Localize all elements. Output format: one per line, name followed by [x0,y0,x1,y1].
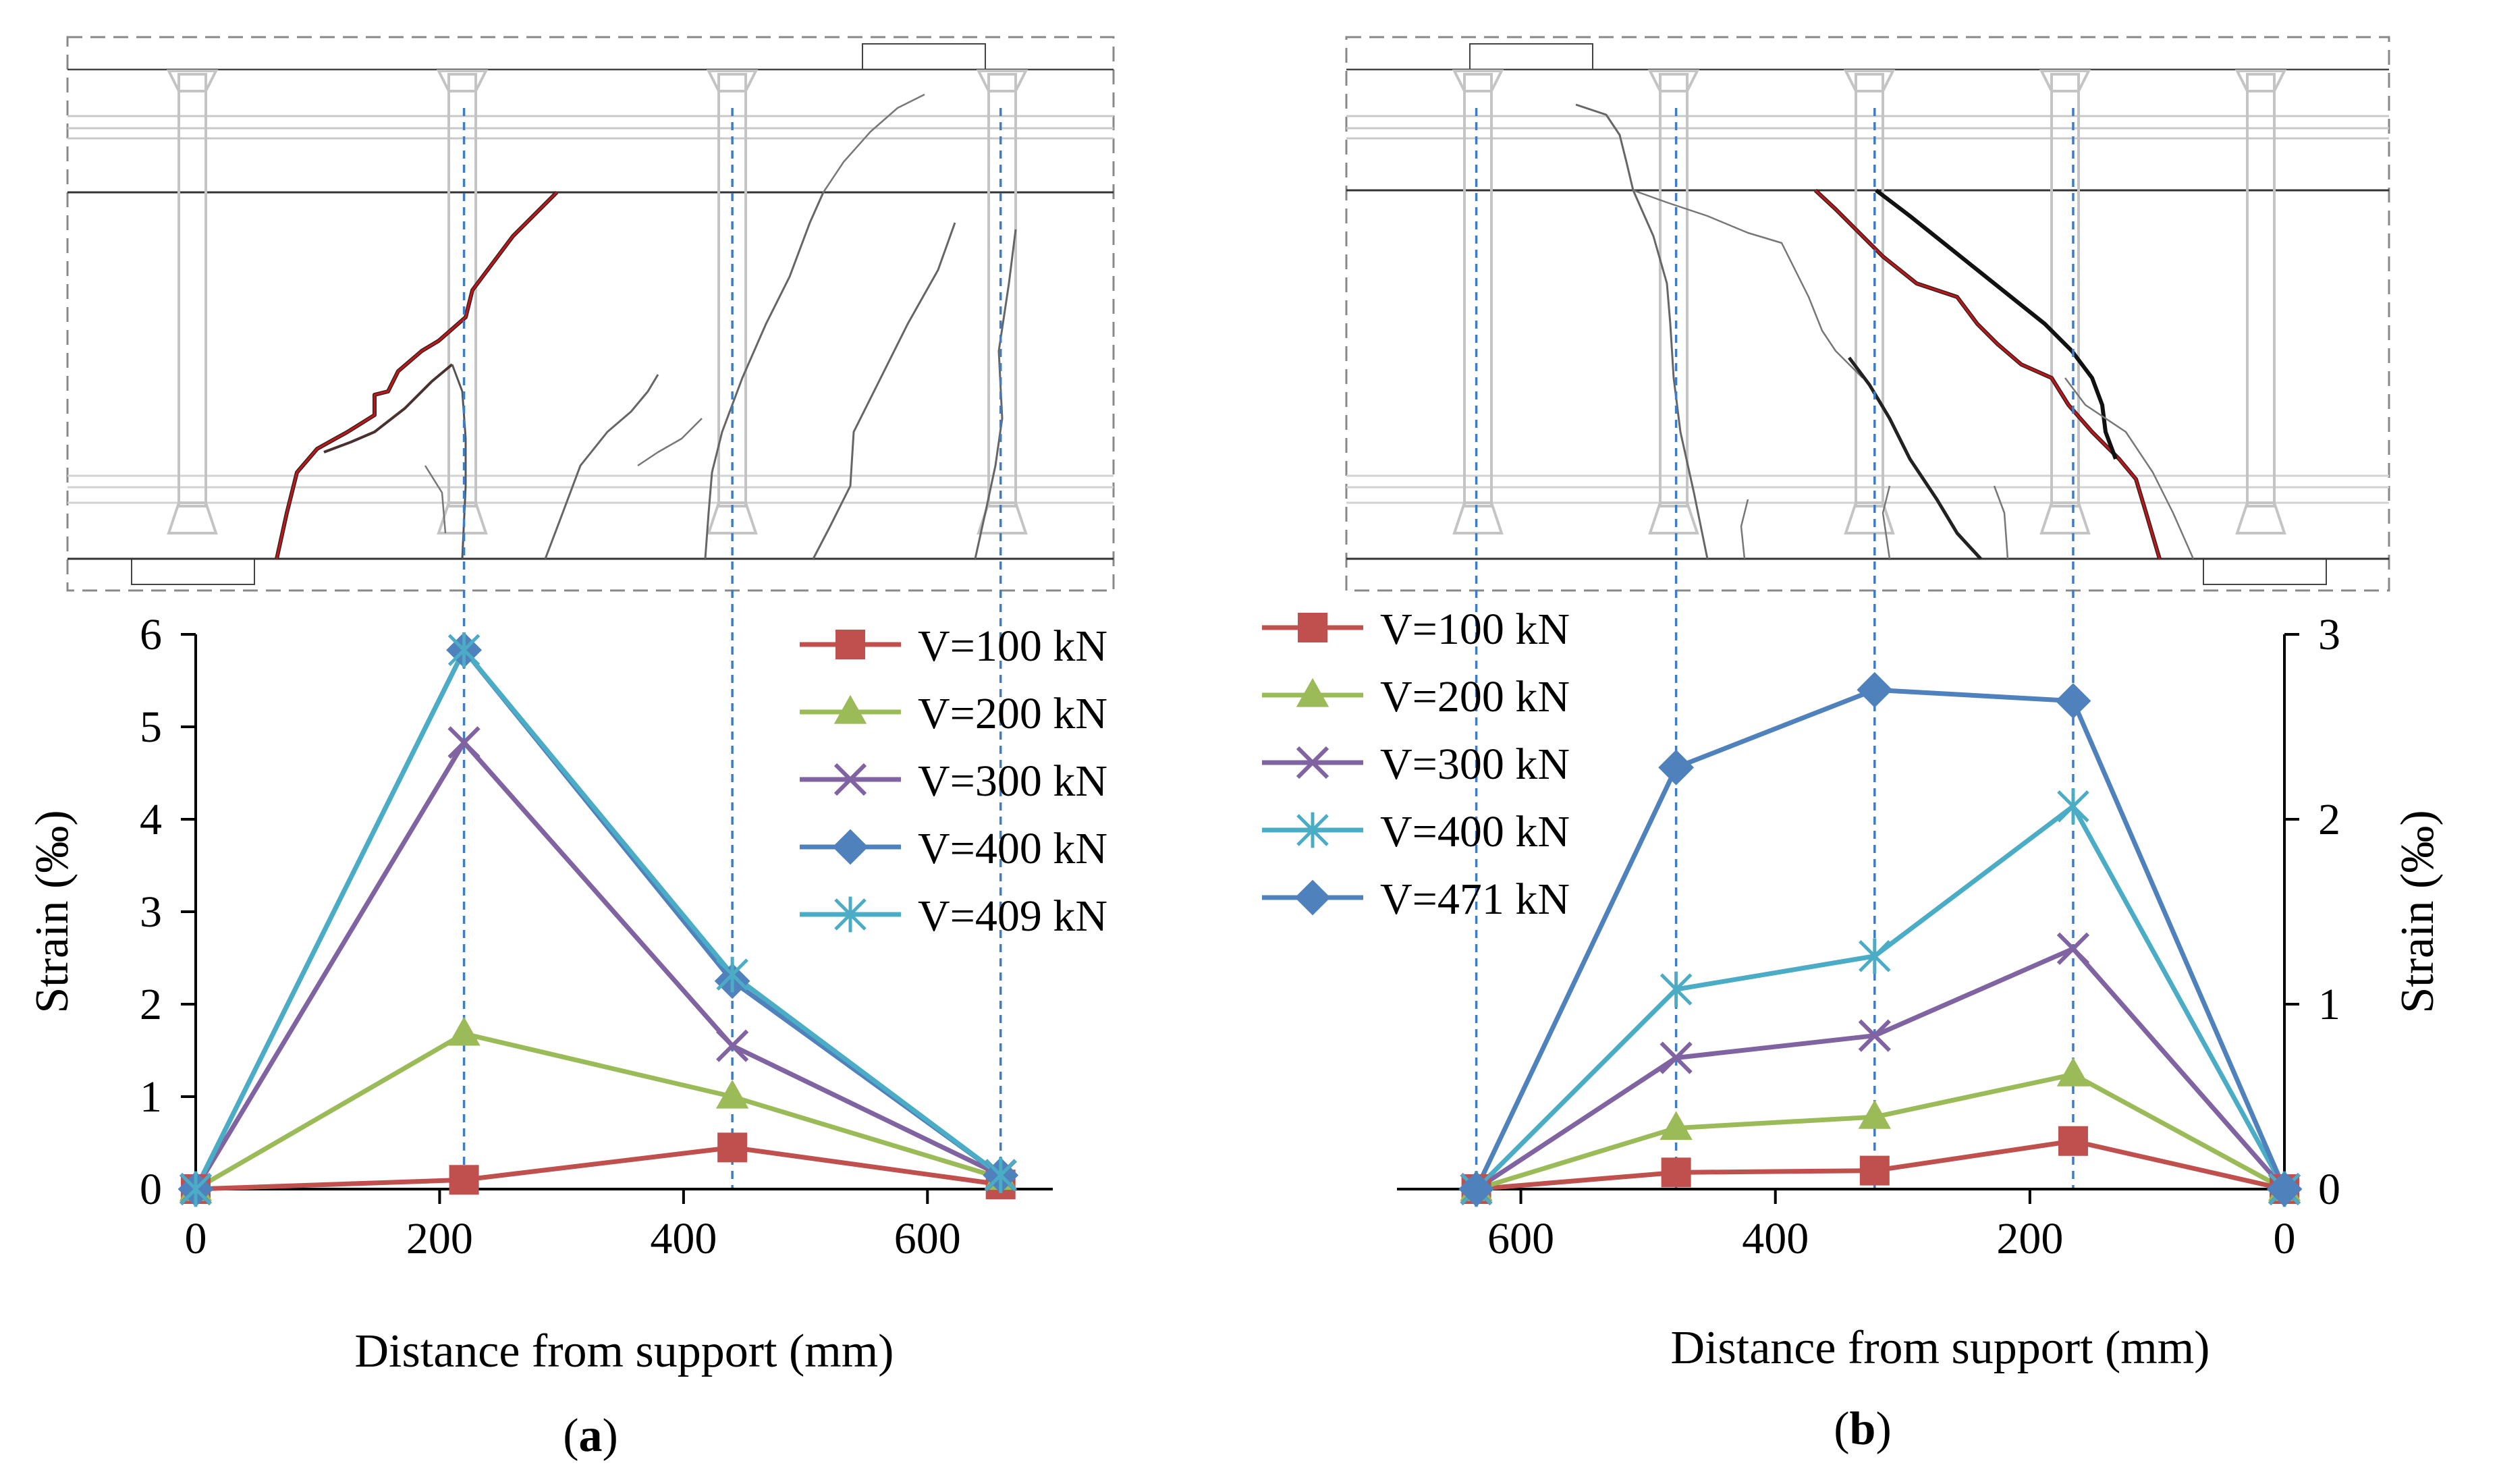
series-line [195,1145,1001,1192]
legend-marker [833,694,867,724]
x-tick-label: 0 [2274,1214,2296,1263]
data-point [715,1079,749,1109]
legend-b: V=100 kN V=200 kN V=300 kN V=400 kN V=471 kN [1262,605,1570,924]
x-axis-label-a: Distance from support (mm) [355,1325,894,1377]
data-point [447,1016,481,1046]
y-tick-label: 6 [140,610,162,659]
x-tick-label: 400 [650,1214,717,1263]
y-tick-label: 4 [140,795,162,844]
legend-label: V=400 kN [918,824,1107,873]
data-point [1659,1041,1693,1074]
ticks-a: 0 200 400 600 0 1 2 3 4 5 6 [140,610,961,1263]
y-axis-label-b: Strain (‰) [2392,810,2444,1013]
x-tick-label: 600 [894,1214,961,1263]
legend-marker [1296,812,1329,848]
x-tick-label: 400 [1742,1214,1809,1263]
beam-diagram-b [1345,36,2390,592]
data-point [2055,683,2091,719]
data-point [2056,1057,2090,1087]
legend-marker [1296,746,1329,779]
legend-label: V=409 kN [918,891,1107,941]
data-point [2266,1171,2303,1207]
data-point [1458,1171,1494,1207]
series-line [193,647,1002,1190]
beam-diagram-a [66,36,1115,592]
data-point [2056,932,2090,965]
panel-label-a: (a) [563,1410,618,1462]
legend-marker [1296,678,1329,707]
guide-lines-b [1475,108,2075,1189]
data-point [1661,1157,1691,1188]
data-point [984,1157,1017,1193]
chart-a: 0 200 400 600 0 1 2 3 4 5 6 V=100 kN V=200 kN V=300 … [26,108,1107,1462]
data-point [447,726,481,759]
legend-label: V=100 kN [918,622,1107,671]
data-point [1859,1155,1890,1186]
legend-marker [834,896,867,933]
y-tick-label: 0 [140,1165,162,1214]
series-a [177,632,1019,1207]
y-tick-label: 5 [140,703,162,752]
panel-letter-b: b [1850,1403,1876,1455]
legend-label: V=200 kN [1380,672,1570,721]
data-point [447,632,481,668]
x-axis-label-b: Distance from support (mm) [1671,1322,2210,1374]
y-tick-label: 3 [2318,610,2340,659]
y-axis-label-a: Strain (‰) [26,810,78,1013]
data-point [1658,749,1695,786]
data-point [1659,1111,1693,1141]
legend-marker [1298,613,1327,642]
legend-label: V=300 kN [918,757,1107,806]
x-tick-label: 200 [406,1214,473,1263]
data-point [716,1029,749,1062]
series-line [193,740,1002,1190]
data-point [716,956,748,993]
legend-marker [1294,879,1331,916]
x-tick-label: 0 [185,1214,207,1263]
data-point [449,1165,479,1195]
data-point [2058,1126,2088,1156]
y-tick-label: 2 [140,980,162,1029]
data-point [2057,788,2089,825]
panel-letter-a: a [579,1410,603,1462]
legend-marker [835,630,865,659]
y-tick-label: 1 [2318,980,2340,1029]
legend-label: V=200 kN [918,689,1107,738]
series-line [193,647,1002,1190]
legend-label: V=100 kN [1380,605,1570,654]
series-line [194,1031,1001,1192]
legend-label: V=300 kN [1380,740,1570,789]
panel-label-b: (b) [1834,1403,1892,1455]
data-point [1857,671,1893,708]
data-point [1858,1019,1891,1052]
legend-marker [832,829,869,865]
x-tick-label: 600 [1487,1214,1554,1263]
y-tick-label: 0 [2318,1165,2340,1214]
x-tick-label: 200 [1996,1214,2063,1263]
y-tick-label: 1 [140,1072,162,1122]
data-point [180,1171,212,1207]
legend-a: V=100 kN V=200 kN V=300 kN V=400 kN V=409 kN [800,622,1107,941]
y-tick-label: 3 [140,887,162,937]
legend-marker [833,763,867,796]
legend-label: V=400 kN [1380,807,1570,856]
data-point [1659,971,1693,1008]
series-b [1458,671,2303,1207]
data-point [717,1132,748,1163]
data-point [1858,1099,1891,1129]
y-tick-label: 2 [2318,795,2340,844]
ticks-b: 600 400 200 00 1 2 3 [1487,610,2340,1263]
legend-label: V=471 kN [1380,875,1570,924]
data-point [1859,938,1891,974]
series-line [1475,804,2287,1191]
